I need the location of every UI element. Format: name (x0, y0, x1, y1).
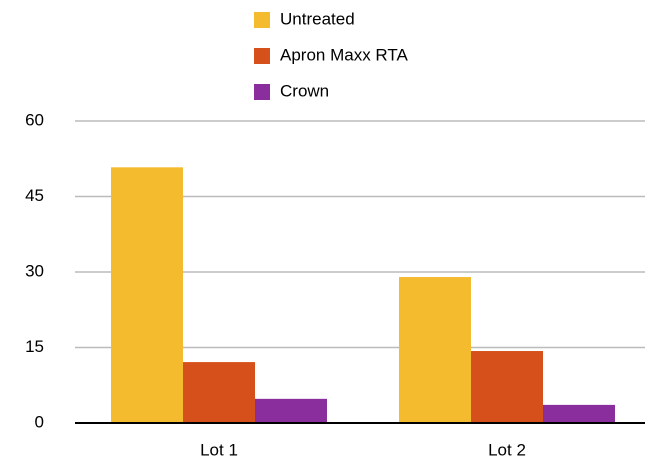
legend-swatch (254, 12, 270, 28)
bar (471, 351, 543, 423)
y-tick-label: 15 (25, 337, 44, 356)
legend-swatch (254, 48, 270, 64)
legend-label: Crown (280, 81, 329, 100)
bar (183, 362, 255, 423)
y-tick-label: 30 (25, 261, 44, 280)
legend-label: Apron Maxx RTA (280, 45, 409, 64)
y-tick-label: 45 (25, 186, 44, 205)
bar (111, 167, 183, 423)
x-tick-label: Lot 2 (488, 440, 526, 459)
y-tick-label: 0 (35, 412, 44, 431)
bar (399, 277, 471, 423)
bar (543, 404, 615, 423)
bar (255, 398, 327, 423)
x-tick-label: Lot 1 (200, 440, 238, 459)
y-tick-label: 60 (25, 110, 44, 129)
legend-swatch (254, 84, 270, 100)
legend-label: Untreated (280, 9, 355, 28)
